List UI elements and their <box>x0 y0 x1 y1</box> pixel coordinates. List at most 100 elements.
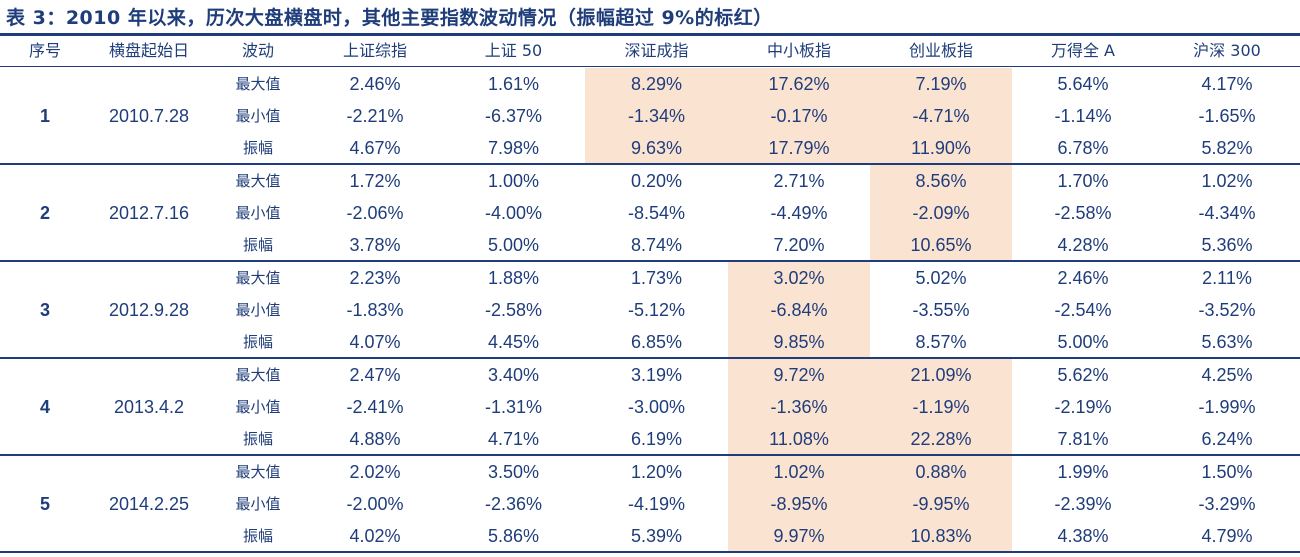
table-title: 表 3：2010 年以来，历次大盘横盘时，其他主要指数波动情况（振幅超过 9%的… <box>6 7 773 29</box>
value-cell: 4.28% <box>1057 235 1109 255</box>
row-group-4: 4 2013.4.2 最大值 2.47% 3.40% 3.19% 9.72% 21.09% 5.… <box>0 359 1300 456</box>
value-cell: -1.19% <box>912 397 970 417</box>
value-cell: -6.84% <box>770 300 828 320</box>
value-cell: -1.83% <box>346 300 404 320</box>
value-cell: -8.95% <box>770 494 828 514</box>
header-szse-component: 深证成指 <box>624 41 689 60</box>
value-cell: 6.19% <box>630 429 683 449</box>
highlight-cell-block <box>870 165 1012 260</box>
value-cell: -2.00% <box>346 494 404 514</box>
value-cell: 3.40% <box>487 365 540 385</box>
row-group-3: 3 2012.9.28 最大值 2.23% 1.88% 1.73% 3.02% 5.02% 2.… <box>0 262 1300 359</box>
value-cell: 8.57% <box>915 332 967 352</box>
highlight-cell-block <box>728 456 870 551</box>
value-cell: 5.36% <box>1201 235 1253 255</box>
value-cell: 3.50% <box>487 462 540 482</box>
value-cell: 5.39% <box>630 526 683 546</box>
value-cell: 3.02% <box>773 268 825 288</box>
value-cell: 4.88% <box>349 429 401 449</box>
group-separator-rule <box>0 551 1300 553</box>
group-separator-rule <box>0 357 1300 359</box>
highlight-cell-block <box>585 68 728 163</box>
value-cell: 10.65% <box>910 235 972 255</box>
value-cell: -2.21% <box>346 106 404 126</box>
value-cell: 1.20% <box>630 462 683 482</box>
value-cell: 3.78% <box>349 235 401 255</box>
value-cell: 2.46% <box>349 74 401 94</box>
value-cell: 8.74% <box>630 235 683 255</box>
value-cell: 1.02% <box>773 462 825 482</box>
highlight-cell-block <box>728 262 870 357</box>
row-group-5: 5 2014.2.25 最大值 2.02% 3.50% 1.20% 1.02% 0.88% 1.… <box>0 456 1300 553</box>
value-cell: -1.99% <box>1198 397 1256 417</box>
value-cell: 9.72% <box>773 365 825 385</box>
value-cell: 10.83% <box>910 526 972 546</box>
value-cell: 7.20% <box>773 235 825 255</box>
value-cell: 9.85% <box>773 332 825 352</box>
value-cell: 4.38% <box>1057 526 1109 546</box>
row-label: 振幅 <box>242 333 273 351</box>
value-cell: -2.06% <box>346 203 404 223</box>
value-cell: -1.31% <box>484 397 543 417</box>
value-cell: 17.62% <box>768 74 830 94</box>
group-number: 4 <box>39 397 50 417</box>
value-cell: -4.00% <box>484 203 543 223</box>
value-cell: -4.19% <box>627 494 686 514</box>
highlight-cell-block <box>870 456 1012 551</box>
value-cell: 0.20% <box>630 171 683 191</box>
row-label: 最大值 <box>235 172 281 190</box>
value-cell: 2.71% <box>773 171 825 191</box>
value-cell: 1.61% <box>487 74 540 94</box>
group-separator-rule <box>0 260 1300 262</box>
value-cell: -3.52% <box>1198 300 1256 320</box>
header-sse-composite: 上证综指 <box>342 41 407 60</box>
highlight-cell-block <box>728 68 870 163</box>
header-wind-all-a: 万得全 A <box>1050 41 1116 60</box>
value-cell: -2.39% <box>1054 494 1112 514</box>
row-group-1: 1 2010.7.28 最大值 2.46% 1.61% 8.29% 17.62% 7.19% 5… <box>0 68 1300 165</box>
value-cell: -2.09% <box>912 203 970 223</box>
group-start-date: 2013.4.2 <box>113 397 185 417</box>
value-cell: 5.86% <box>487 526 540 546</box>
header-csi-300: 沪深 300 <box>1193 41 1261 60</box>
value-cell: 2.11% <box>1202 268 1252 288</box>
value-cell: 2.02% <box>349 462 401 482</box>
value-cell: 5.00% <box>487 235 540 255</box>
header-seq: 序号 <box>28 41 61 60</box>
row-label: 最小值 <box>235 204 281 222</box>
value-cell: 9.97% <box>773 526 825 546</box>
value-cell: 7.19% <box>915 74 967 94</box>
value-cell: 4.67% <box>349 138 401 158</box>
value-cell: -2.41% <box>346 397 404 417</box>
value-cell: 4.02% <box>349 526 401 546</box>
row-label: 最大值 <box>235 463 281 481</box>
group-start-date: 2014.2.25 <box>108 494 190 514</box>
value-cell: 11.08% <box>769 429 829 449</box>
value-cell: 0.88% <box>915 462 967 482</box>
value-cell: 5.62% <box>1057 365 1109 385</box>
value-cell: 8.56% <box>915 171 967 191</box>
group-number: 2 <box>39 203 50 223</box>
value-cell: 7.81% <box>1057 429 1109 449</box>
row-label: 最小值 <box>235 495 281 513</box>
header-chinext-index: 创业板指 <box>908 41 973 60</box>
value-cell: 6.78% <box>1057 138 1109 158</box>
highlight-cell-block <box>728 359 870 454</box>
value-cell: -8.54% <box>627 203 686 223</box>
value-cell: 4.17% <box>1201 74 1253 94</box>
row-label: 振幅 <box>242 236 273 254</box>
value-cell: -1.34% <box>627 106 686 126</box>
value-cell: 2.23% <box>349 268 401 288</box>
value-cell: 4.25% <box>1201 365 1253 385</box>
row-label: 最小值 <box>235 398 281 416</box>
value-cell: 5.63% <box>1201 332 1253 352</box>
value-cell: 5.82% <box>1201 138 1253 158</box>
value-cell: 22.28% <box>910 429 972 449</box>
value-cell: 7.98% <box>487 138 540 158</box>
group-start-date: 2012.9.28 <box>108 300 190 320</box>
highlight-cell-block <box>870 359 1012 454</box>
header-sme-index: 中小板指 <box>766 41 831 60</box>
value-cell: 6.24% <box>1201 429 1253 449</box>
value-cell: 5.02% <box>915 268 967 288</box>
